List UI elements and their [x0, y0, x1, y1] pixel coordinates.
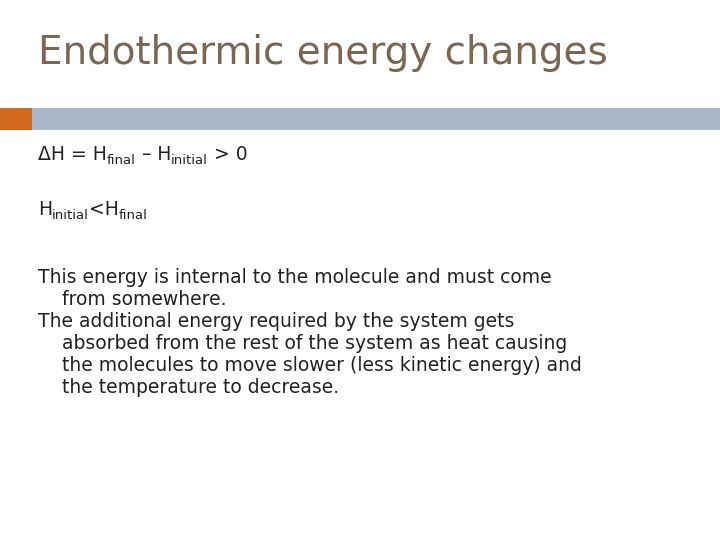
Text: initial: initial: [171, 154, 208, 167]
Text: the molecules to move slower (less kinetic energy) and: the molecules to move slower (less kinet…: [38, 356, 582, 375]
Text: ΔH = H: ΔH = H: [38, 145, 107, 164]
Text: the temperature to decrease.: the temperature to decrease.: [38, 378, 339, 397]
Text: <H: <H: [89, 200, 119, 219]
Text: Endothermic energy changes: Endothermic energy changes: [38, 34, 608, 72]
Text: The additional energy required by the system gets: The additional energy required by the sy…: [38, 312, 514, 331]
Text: > 0: > 0: [208, 145, 248, 164]
Text: – H: – H: [136, 145, 171, 164]
Text: absorbed from the rest of the system as heat causing: absorbed from the rest of the system as …: [38, 334, 567, 353]
Bar: [32, 108, 720, 130]
Text: initial: initial: [52, 209, 89, 222]
Text: H: H: [38, 200, 52, 219]
Text: from somewhere.: from somewhere.: [38, 290, 227, 309]
Text: final: final: [119, 209, 148, 222]
Text: final: final: [107, 154, 136, 167]
Bar: [0, 108, 32, 130]
Text: This energy is internal to the molecule and must come: This energy is internal to the molecule …: [38, 268, 552, 287]
